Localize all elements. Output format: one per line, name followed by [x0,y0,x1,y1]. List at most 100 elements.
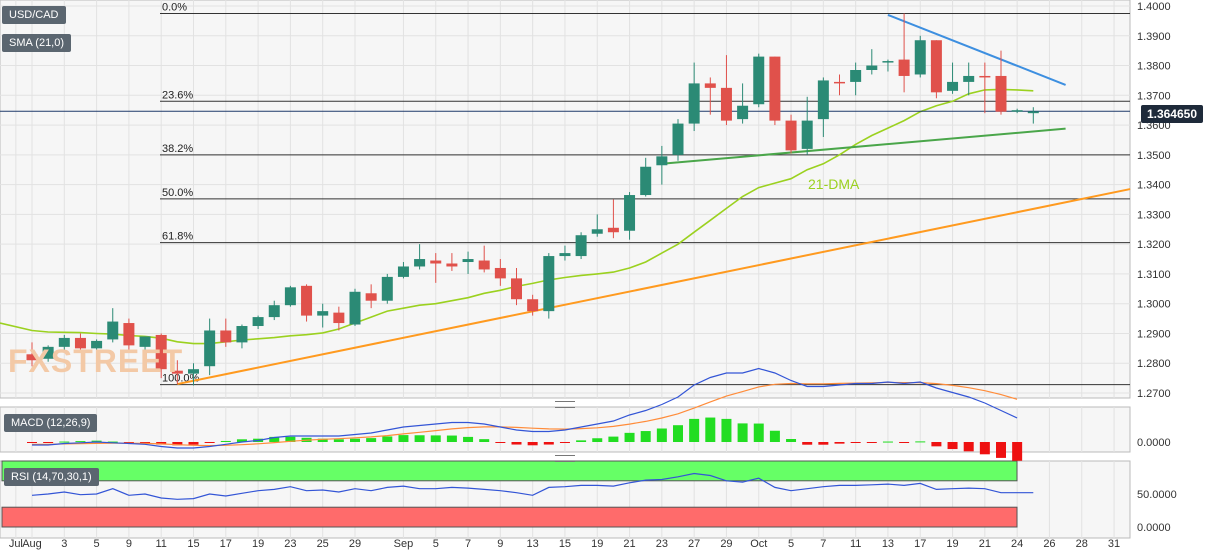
candle-bullish [850,62,862,96]
candle-body [866,65,878,71]
candle-body [720,87,732,121]
candle-bullish [349,288,361,327]
candle-body [301,285,313,316]
macd-histogram-bar [592,438,603,442]
fibonacci-level-label: 50.0% [162,187,193,199]
x-tick-label: 23 [656,538,668,550]
x-tick-label: 28 [1076,538,1088,550]
macd-histogram-bar [75,441,86,443]
candle-bearish [171,360,183,385]
macd-histogram-bar [899,442,910,443]
candle-body [995,75,1007,112]
macd-histogram-bar [285,436,296,442]
macd-histogram-bar [527,442,538,446]
candle-body [704,83,716,88]
y-tick-label: 1.2800 [1137,358,1171,370]
candle-bullish [656,145,668,185]
candle-body [575,235,587,257]
sma-21-line [0,88,1034,345]
macd-histogram-bar [721,418,732,442]
macd-line [32,367,1018,449]
candle-bearish [511,267,522,306]
candle-body [640,166,652,196]
candle-body [898,59,910,76]
candle-body [688,83,700,124]
candle-body [26,354,38,361]
candle-body [834,81,845,84]
x-tick-label: 23 [284,538,296,550]
macd-indicator-label[interactable]: MACD (12,26,9) [4,414,98,432]
candle-bullish [624,192,636,240]
macd-histogram-bar [656,428,667,442]
candle-bullish [672,119,684,161]
candle-bullish [801,96,813,155]
y-tick-label: 1.3600 [1137,120,1171,132]
candle-bullish [397,262,409,279]
macd-histogram-bar [414,435,425,442]
candle-body [107,321,119,340]
x-tick-label: 11 [155,538,166,550]
candle-body [155,334,167,370]
macd-histogram-bar [140,442,151,443]
macd-histogram-bar [996,442,1006,458]
macd-histogram-bar [947,442,958,450]
x-tick-label: Sep [394,538,414,550]
candle-body [91,340,103,349]
candle-bearish [26,342,38,367]
x-tick-label: 24 [1011,538,1023,550]
candle-body [171,370,183,374]
sma-indicator-label[interactable]: SMA (21,0) [2,34,72,52]
candle-body [58,337,70,347]
macd-histogram-bar [834,442,845,444]
candle-body [236,326,248,343]
x-tick-label: 19 [946,538,958,550]
candle-bullish [591,214,603,237]
rsi-y-tick-label: 50.0000 [1137,489,1177,501]
x-tick-label: 13 [882,538,894,550]
y-tick-label: 1.3700 [1137,90,1171,102]
macd-histogram-bar [882,441,893,443]
candle-bullish [575,232,587,260]
macd-histogram-bar [172,442,183,446]
candle-bullish [91,339,103,352]
candle-bullish [866,49,878,75]
candle-body [252,317,264,327]
y-tick-label: 1.2700 [1137,388,1171,400]
fibonacci-level-label: 0.0% [162,1,187,13]
x-tick-label: 7 [465,538,471,550]
rsi-line [31,472,1034,500]
y-tick-label: 1.3800 [1137,61,1171,73]
rsi-indicator-label[interactable]: RSI (14,70,30,1) [4,468,99,486]
x-tick-label: 19 [252,538,264,550]
rsi-pane-resize-handle[interactable] [555,455,575,462]
x-tick-label: Aug [22,538,42,550]
candle-bullish [268,300,280,321]
macd-histogram-bar [366,438,377,442]
candle-bullish [58,334,70,350]
candle-body [511,278,522,300]
macd-histogram-bar [382,436,393,442]
x-tick-label: 25 [317,538,329,550]
macd-histogram-bar [737,423,748,442]
macd-histogram-bar [236,439,247,442]
macd-histogram-bar [511,442,522,445]
candle-body [478,260,490,270]
macd-histogram-bar [27,442,37,443]
candle-body [123,323,135,346]
macd-histogram-bar [479,439,490,442]
macd-histogram-bar [91,440,102,442]
macd-histogram-bar [269,436,280,442]
candle-bullish [559,245,571,261]
candle-body [220,330,232,343]
macd-histogram-bar [915,441,926,443]
candle-body [963,75,975,82]
candle-bearish [333,306,345,331]
macd-pane-resize-handle[interactable] [555,401,575,408]
macd-histogram-bar [576,440,587,442]
candle-body [462,259,474,263]
x-tick-label: 9 [497,538,503,550]
candle-bearish [365,284,377,309]
candle-body [543,256,555,312]
candle-body [317,311,329,316]
